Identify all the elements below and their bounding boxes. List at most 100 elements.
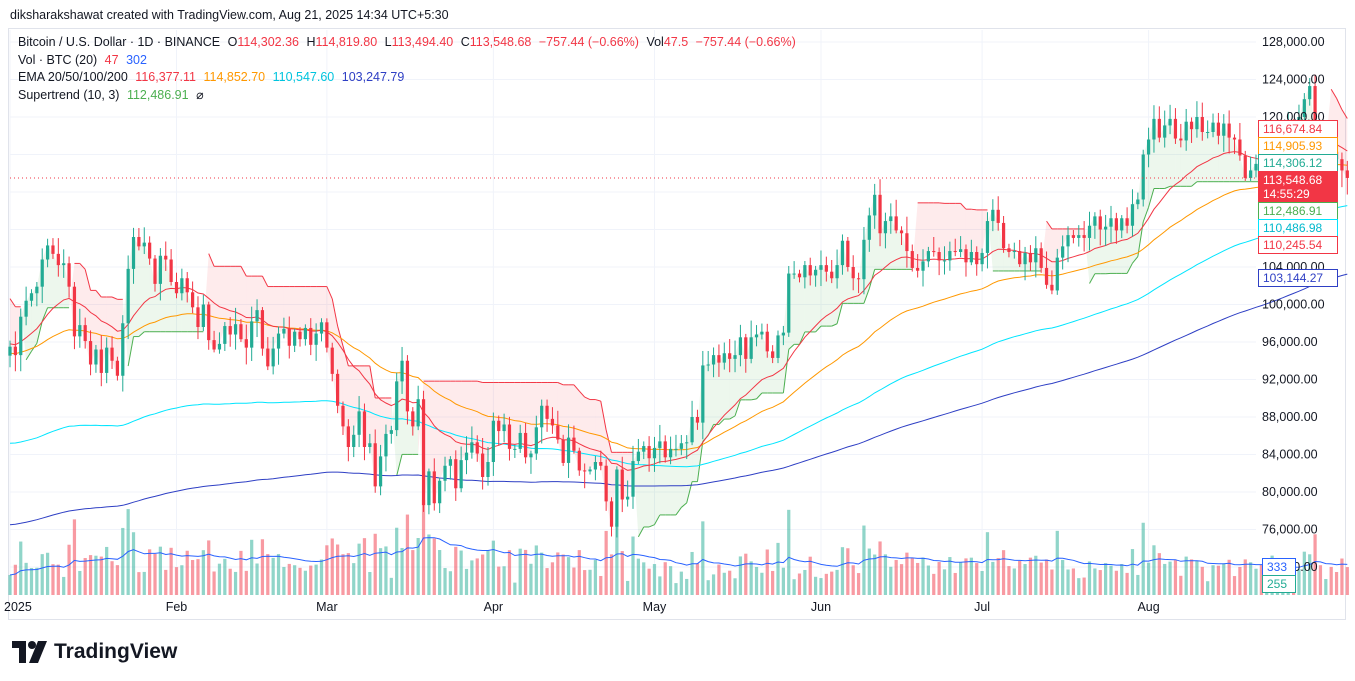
volume-bar [540,552,544,595]
supertrend-line [261,275,269,287]
volume-bar [550,562,555,595]
legend-ema[interactable]: EMA 20/50/100/200 116,377.11 114,852.70 … [18,70,408,84]
candle-body [491,420,495,462]
x-tick-label: Feb [166,600,188,614]
volume-bar [534,545,538,595]
volume-bar [1066,569,1070,595]
candle-body [1109,218,1113,227]
candle-body [754,334,759,338]
candle-body [1120,218,1124,231]
supertrend-fill [1062,228,1069,247]
volume-bar [561,554,565,595]
volume-bar [856,573,861,595]
candle-body [620,469,624,500]
legend-ema-title: EMA 20/50/100/200 [18,70,128,84]
candle-body [566,437,571,463]
supertrend-fill [933,202,940,261]
candle-body [964,249,968,263]
supertrend-fill [380,397,386,457]
volume-bar [416,538,420,595]
volume-bar [180,565,184,595]
volume-bar [309,565,313,595]
volume-bar [346,553,350,595]
volume-bar [1039,562,1043,595]
candle-body [1082,235,1086,238]
y-tick-label: 92,000.00 [1262,373,1318,387]
volume-bar [813,576,818,595]
volume-bar [148,549,152,595]
candle-body [663,441,667,458]
volume-bar [942,569,947,595]
candle-body [701,365,705,423]
tag-vol-ma: 333 [1262,558,1296,576]
volume-bar [878,541,882,595]
candle-body [94,349,98,365]
volume-bar [663,562,667,595]
x-tick-label: May [643,600,667,614]
volume-bar [395,527,399,595]
volume-bar [1023,564,1027,595]
volume-bar [969,557,973,595]
candle-body [67,263,71,287]
supertrend-fill [402,360,408,455]
candle-body [497,420,501,432]
candle-body [787,273,791,333]
supertrend-fill [294,286,301,340]
volume-bar [325,545,329,595]
volume-bar [615,523,619,595]
supertrend-fill [729,355,736,420]
volume-bar [373,533,377,595]
candle-body [24,300,28,317]
volume-bar [319,559,324,595]
candle-body [830,271,834,279]
supertrend-fill [482,382,488,477]
volume-bar [787,509,791,595]
candle-body [1345,170,1349,178]
candle-body [400,360,404,382]
volume-bar [228,568,232,595]
supertrend-fill [1121,218,1128,274]
candle-body [454,459,458,489]
volume-ma-line [9,537,1348,576]
candle-body [223,326,227,344]
volume-bar [1001,550,1006,595]
supertrend-line [36,321,43,344]
volume-bar [384,546,388,595]
candle-body [56,253,60,266]
candle-body [72,286,77,337]
supertrend-fill [998,222,1004,271]
volume-bar [427,534,431,595]
legend-symbol[interactable]: Bitcoin / U.S. Dollar · 1D · BINANCE [18,35,221,49]
supertrend-fill [955,203,961,252]
candle-body [276,333,281,349]
volume-bar [733,578,737,595]
tradingview-logo[interactable]: TradingView [12,640,177,664]
candle-body [803,265,807,278]
candle-body [378,456,383,487]
supertrend-fill [804,265,811,332]
x-tick-label: Mar [316,600,338,614]
volume-bar [975,563,979,595]
candle-body [749,337,753,359]
supertrend-line [836,303,843,324]
supertrend-line [788,343,795,350]
candle-body [744,337,748,359]
volume-bar [1200,566,1204,595]
supertrend-line [584,396,591,401]
supertrend-fill [960,203,966,263]
legend-supertrend[interactable]: Supertrend (10, 3) 112,486.91 ⌀ [18,87,208,102]
legend-volume[interactable]: Vol · BTC (20) 47 302 [18,53,151,67]
volume-bar [1259,564,1263,595]
candle-body [824,265,828,272]
candle-body [271,348,275,367]
volume-bar [1157,553,1161,595]
supertrend-fill [1105,218,1111,274]
volume-bar [932,573,936,595]
candle-body [293,331,297,346]
tag-high: 114,306.12 [1258,154,1338,172]
volume-bar [776,542,780,595]
y-tick-label: 88,000.00 [1262,410,1318,424]
volume-bar [378,548,383,595]
volume-bar [223,558,227,595]
